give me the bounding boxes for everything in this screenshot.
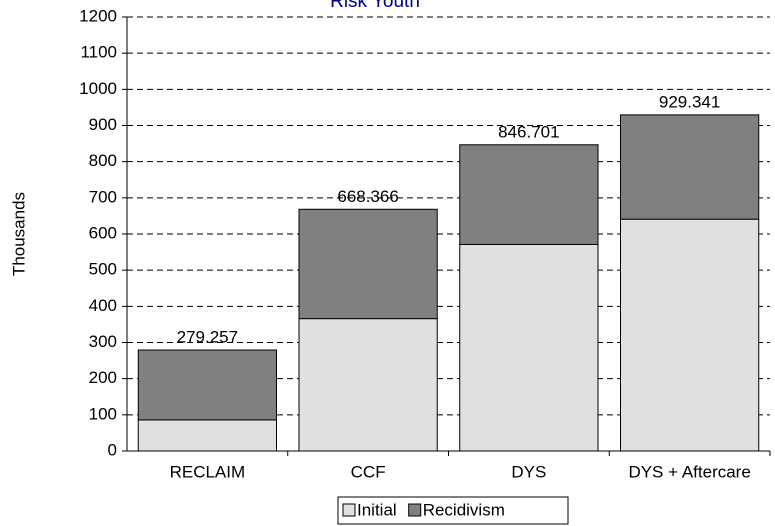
- bar-segment: [298, 208, 438, 320]
- legend-label: Recidivism: [423, 500, 505, 519]
- x-tick-label: DYS + Aftercare: [628, 462, 750, 481]
- y-tick-label: 1000: [79, 79, 117, 98]
- bar-segment: [620, 114, 760, 220]
- chart-title: Risk Youth: [330, 0, 420, 12]
- y-tick-label: 100: [89, 404, 117, 423]
- legend-swatch: [408, 503, 422, 517]
- y-axis-label: Thousands: [9, 192, 28, 276]
- bar-segment: [620, 218, 760, 452]
- y-tick-label: 900: [89, 115, 117, 134]
- y-tick-label: 500: [89, 260, 117, 279]
- y-tick-label: 400: [89, 296, 117, 315]
- y-tick-label: 600: [89, 223, 117, 242]
- data-label: 279.257: [177, 327, 238, 346]
- y-tick-label: 300: [89, 332, 117, 351]
- legend-label: Initial: [357, 500, 397, 519]
- y-tick-label: 1100: [80, 43, 117, 62]
- y-tick-label: 700: [89, 187, 117, 206]
- x-tick-label: CCF: [351, 462, 386, 481]
- bar-segment: [459, 243, 599, 452]
- bar-segment: [137, 419, 277, 452]
- data-label: 846.701: [498, 122, 559, 141]
- data-label: 929.341: [659, 92, 720, 111]
- bar-segment: [298, 318, 438, 452]
- y-tick-label: 1200: [79, 6, 117, 25]
- y-tick-label: 0: [108, 440, 117, 459]
- data-label: 668.366: [337, 187, 398, 206]
- x-tick-label: DYS: [511, 462, 546, 481]
- y-tick-label: 800: [89, 151, 117, 170]
- x-tick-label: RECLAIM: [170, 462, 246, 481]
- y-tick-label: 200: [89, 368, 117, 387]
- bar-segment: [137, 349, 277, 421]
- legend-swatch: [342, 503, 356, 517]
- legend-box: [337, 496, 569, 525]
- bar-segment: [459, 144, 599, 245]
